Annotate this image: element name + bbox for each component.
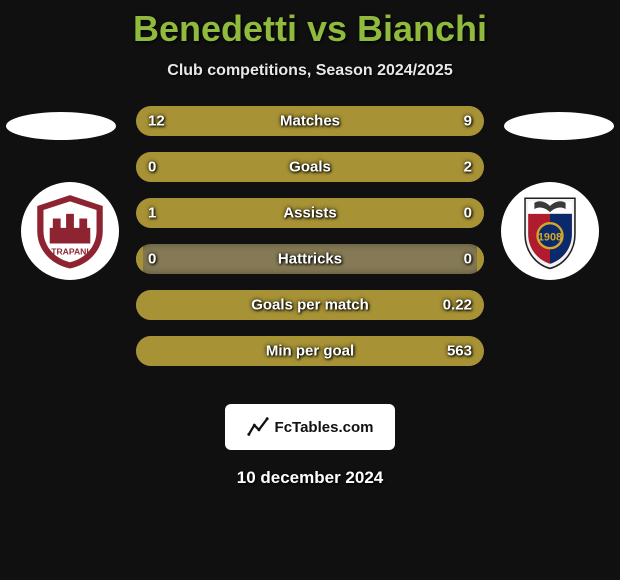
stat-bar: 0.22 Goals per match — [136, 290, 484, 320]
trapani-crest-icon: TRAPANI — [31, 192, 109, 270]
bar-value-right: 563 — [447, 343, 472, 360]
bar-fill-left — [136, 336, 143, 366]
oval-right — [504, 112, 614, 140]
bar-label: Goals per match — [251, 297, 369, 314]
bar-value-right: 0.22 — [443, 297, 472, 314]
bar-fill-right — [334, 106, 484, 136]
bar-value-right: 2 — [464, 159, 472, 176]
svg-text:1908: 1908 — [538, 231, 562, 243]
bar-value-right: 0 — [464, 251, 472, 268]
bar-fill-right — [477, 198, 484, 228]
bar-fill-left — [136, 244, 143, 274]
chart-icon — [247, 416, 269, 438]
crest-left: TRAPANI — [21, 182, 119, 280]
bar-label: Min per goal — [266, 343, 354, 360]
bar-fill-left — [136, 290, 143, 320]
stat-bar: 0 0 Hattricks — [136, 244, 484, 274]
bar-label: Matches — [280, 113, 340, 130]
bar-value-left: 0 — [148, 251, 156, 268]
subtitle: Club competitions, Season 2024/2025 — [0, 62, 620, 80]
attribution-badge: FcTables.com — [225, 404, 395, 450]
bar-fill-right — [477, 244, 484, 274]
bar-value-left: 1 — [148, 205, 156, 222]
stat-bar: 0 2 Goals — [136, 152, 484, 182]
stat-bar: 563 Min per goal — [136, 336, 484, 366]
stat-bars: 12 9 Matches 0 2 Goals 1 0 Assists 0 0 Hattricks 0.2… — [136, 106, 484, 382]
svg-text:TRAPANI: TRAPANI — [51, 246, 89, 256]
page-title: Benedetti vs Bianchi — [0, 0, 620, 50]
crest-right: 1908 — [501, 182, 599, 280]
bar-label: Assists — [283, 205, 336, 222]
bar-label: Goals — [289, 159, 331, 176]
bar-label: Hattricks — [278, 251, 342, 268]
attribution-text: FcTables.com — [275, 419, 374, 436]
bar-value-left: 0 — [148, 159, 156, 176]
casertana-crest-icon: 1908 — [511, 192, 589, 270]
bar-value-right: 9 — [464, 113, 472, 130]
bar-value-right: 0 — [464, 205, 472, 222]
bar-value-left: 12 — [148, 113, 165, 130]
comparison-panel: TRAPANI 1908 12 9 Matches 0 2 Goals 1 0 Assists 0… — [0, 106, 620, 396]
date-text: 10 december 2024 — [0, 468, 620, 488]
oval-left — [6, 112, 116, 140]
bar-fill-left — [136, 152, 143, 182]
stat-bar: 1 0 Assists — [136, 198, 484, 228]
stat-bar: 12 9 Matches — [136, 106, 484, 136]
